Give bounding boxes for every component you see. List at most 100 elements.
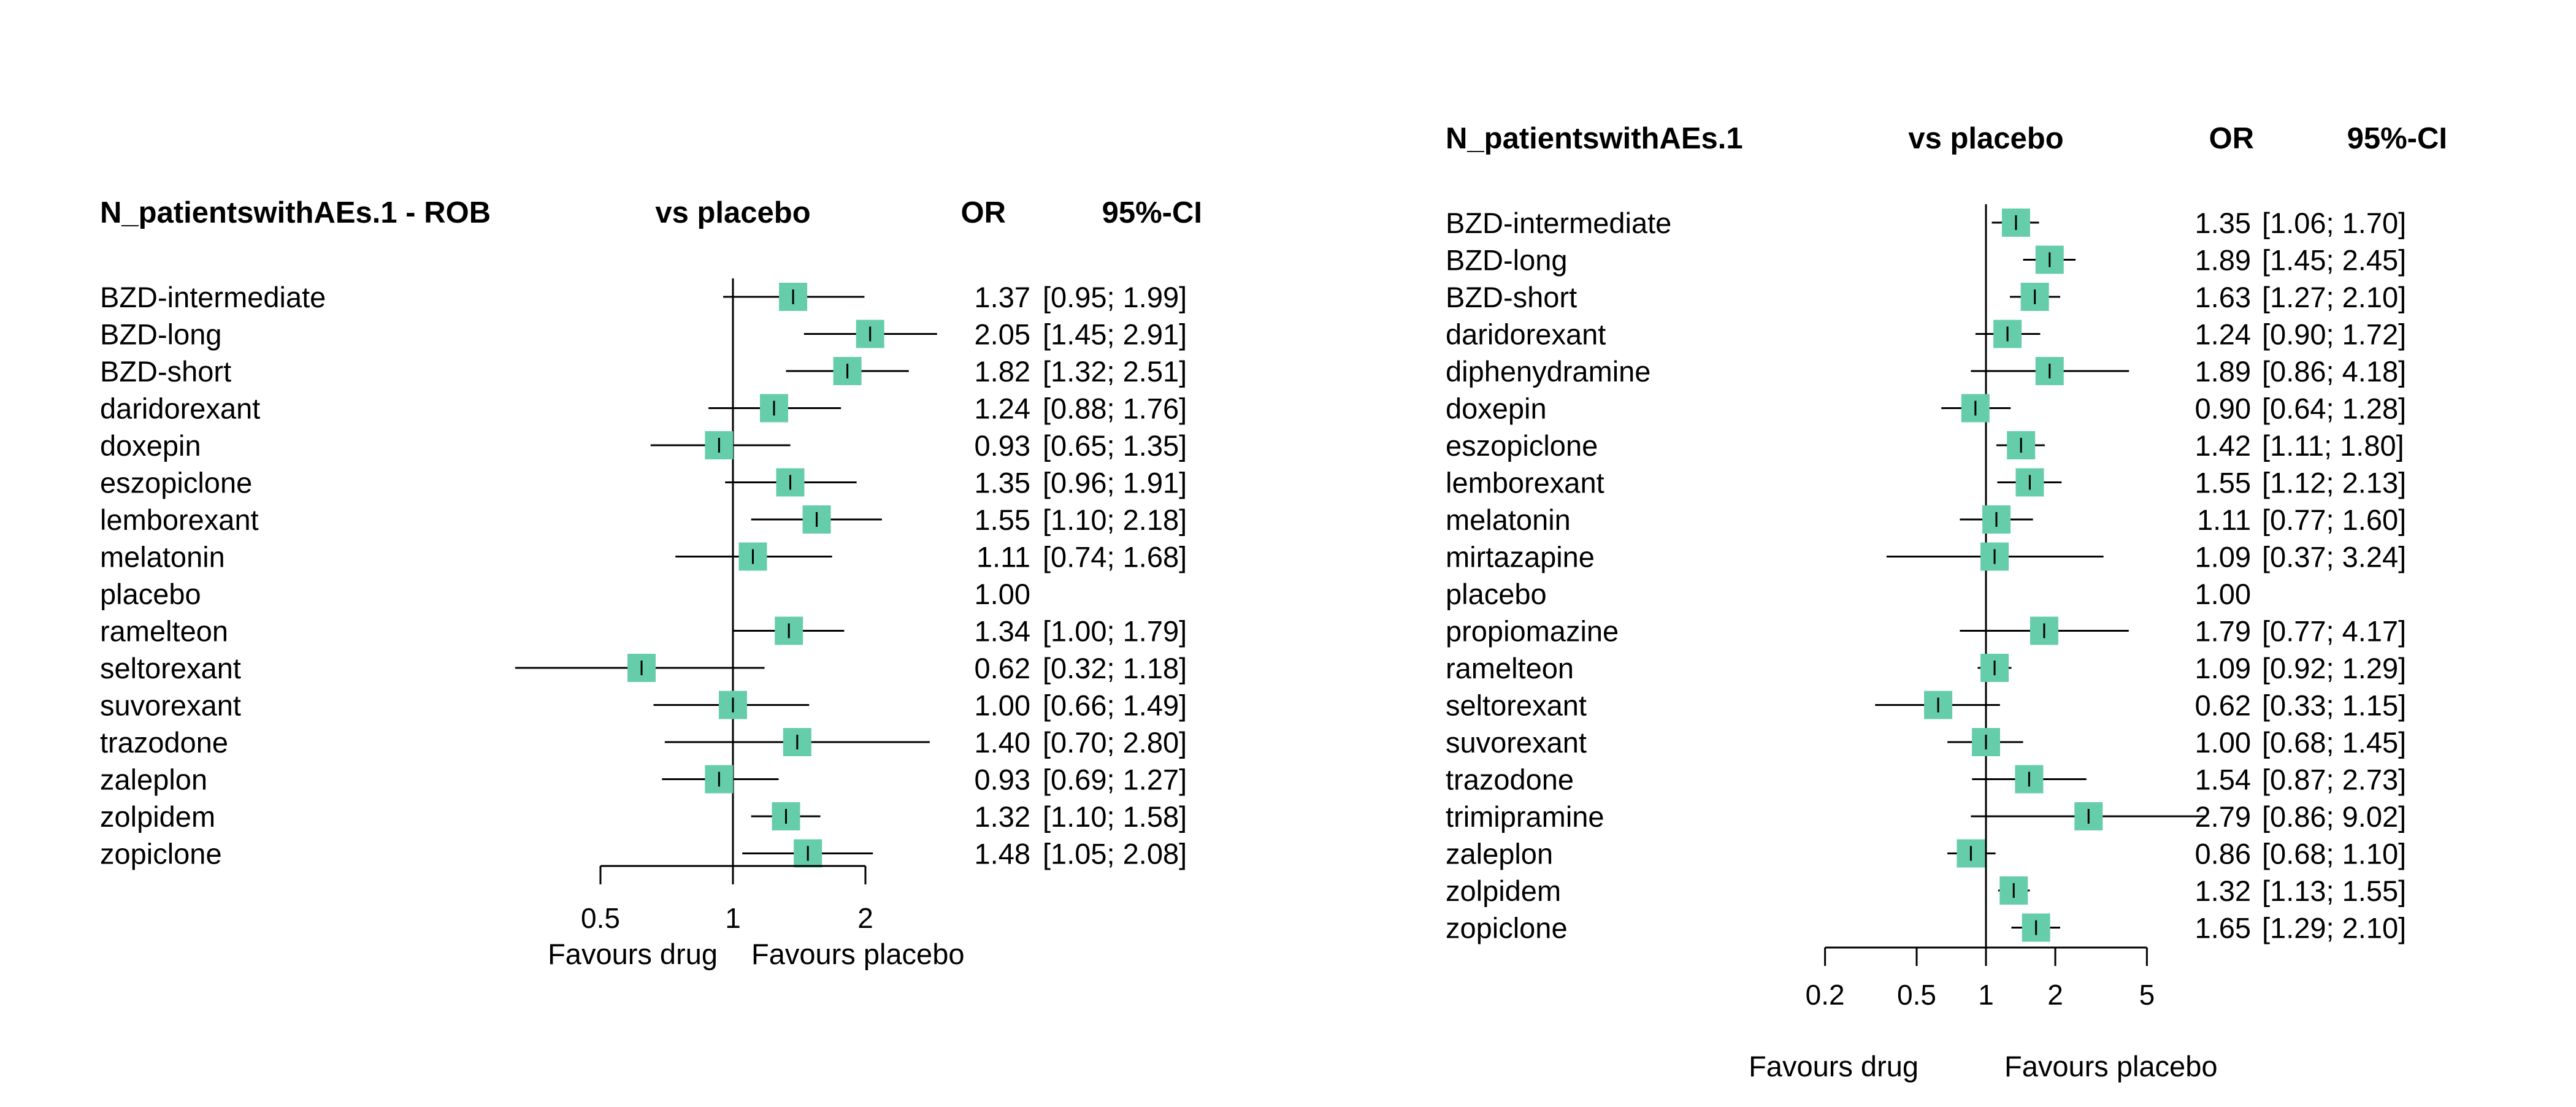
panel1-row-or: 1.40 bbox=[975, 726, 1030, 759]
panel1-row-label: BZD-short bbox=[100, 355, 231, 388]
panel1-row-label: daridorexant bbox=[100, 393, 260, 425]
panel2-row-ci: [0.68; 1.45] bbox=[2262, 726, 2406, 759]
panel1-row-ci: [1.10; 1.58] bbox=[1043, 800, 1187, 833]
panel2-row-ci: [1.12; 2.13] bbox=[2262, 467, 2406, 499]
panel1-favours-drug: Favours drug bbox=[548, 938, 718, 970]
panel1-row-ci: [0.88; 1.76] bbox=[1043, 393, 1187, 425]
panel2-row-label: BZD-intermediate bbox=[1446, 207, 1671, 239]
panel2-row-or: 1.89 bbox=[2195, 244, 2251, 277]
panel1-row-label: eszopiclone bbox=[100, 467, 252, 499]
panel1-row-or: 1.00 bbox=[975, 689, 1030, 722]
panel1-header-title: N_patientswithAEs.1 - ROB bbox=[100, 196, 491, 229]
panel1-row-ci: [0.32; 1.18] bbox=[1043, 652, 1187, 684]
panel2-row-label: diphenydramine bbox=[1446, 355, 1650, 388]
panel2-header-effect: vs placebo bbox=[1908, 122, 2063, 155]
panel2-row-label: zaleplon bbox=[1446, 838, 1553, 870]
panel1-row-or: 0.62 bbox=[975, 652, 1030, 684]
panel2-row-or: 1.55 bbox=[2195, 467, 2251, 499]
panel1-row-or: 2.05 bbox=[975, 318, 1030, 351]
panel1-row-or: 1.82 bbox=[975, 355, 1030, 388]
panel1-row-label: trazodone bbox=[100, 726, 228, 759]
panel1-row-ci: [0.74; 1.68] bbox=[1043, 541, 1187, 573]
panel1-row-ci: [1.00; 1.79] bbox=[1043, 615, 1187, 648]
panel2-row-label: lemborexant bbox=[1446, 467, 1604, 499]
panel1-x-tick-label: 0.5 bbox=[581, 902, 620, 934]
panel1-row-or: 0.93 bbox=[975, 764, 1030, 796]
panel2-x-tick-label: 1 bbox=[1978, 979, 1994, 1011]
panel1-row-label: seltorexant bbox=[100, 652, 241, 684]
panel2-row-label: mirtazapine bbox=[1446, 541, 1595, 573]
panel1-row-label: BZD-intermediate bbox=[100, 281, 326, 313]
panel1-row-label: zopiclone bbox=[100, 838, 222, 870]
panel2-row-label: BZD-short bbox=[1446, 281, 1577, 313]
panel2-row-or: 1.65 bbox=[2195, 912, 2251, 944]
panel2-row-ci: [1.29; 2.10] bbox=[2262, 912, 2406, 944]
panel1-favours-placebo: Favours placebo bbox=[751, 938, 964, 970]
panel2-row-label: trimipramine bbox=[1446, 800, 1604, 833]
panel2-row-label: seltorexant bbox=[1446, 689, 1587, 722]
panel2-row-ci: [0.92; 1.29] bbox=[2262, 652, 2406, 684]
panel1-row-or: 1.11 bbox=[976, 541, 1030, 573]
panel1-row-label: zolpidem bbox=[100, 800, 215, 833]
panel1-row-ci: [1.10; 2.18] bbox=[1043, 504, 1187, 536]
panel1-row-ci: [1.45; 2.91] bbox=[1043, 318, 1187, 351]
panel2-row-or: 1.00 bbox=[2195, 578, 2251, 610]
panel1-row-ci: [1.32; 2.51] bbox=[1043, 355, 1187, 388]
panel2-row-ci: [1.11; 1.80] bbox=[2262, 429, 2404, 462]
panel1-row-or: 1.35 bbox=[975, 467, 1030, 499]
panel2-row-or: 1.63 bbox=[2195, 281, 2251, 313]
panel2-header-title: N_patientswithAEs.1 bbox=[1446, 122, 1743, 155]
panel1-row-or: 1.37 bbox=[975, 281, 1030, 313]
panel1-row-ci: [0.95; 1.99] bbox=[1043, 281, 1187, 313]
panel2-row-ci: [0.77; 4.17] bbox=[2262, 615, 2406, 648]
panel1-row-or: 1.48 bbox=[975, 838, 1030, 870]
panel2-row-label: eszopiclone bbox=[1446, 429, 1598, 462]
panel2-row-ci: [0.37; 3.24] bbox=[2262, 541, 2406, 573]
panel2-row-ci: [0.77; 1.60] bbox=[2262, 504, 2406, 536]
panel2-row-ci: [0.64; 1.28] bbox=[2262, 393, 2406, 425]
panel2-row-ci: [0.87; 2.73] bbox=[2262, 764, 2406, 796]
panel2-row-ci: [0.68; 1.10] bbox=[2262, 838, 2406, 870]
panel2-row-label: doxepin bbox=[1446, 393, 1547, 425]
panel2-favours-placebo: Favours placebo bbox=[2004, 1050, 2217, 1082]
panel2-row-or: 1.11 bbox=[2197, 504, 2251, 536]
panel2-favours-drug: Favours drug bbox=[1749, 1050, 1919, 1082]
panel2-row-or: 0.62 bbox=[2195, 689, 2251, 722]
panel1-row-label: BZD-long bbox=[100, 318, 222, 351]
panel2-x-tick-label: 0.2 bbox=[1806, 979, 1845, 1011]
panel2-row-ci: [1.27; 2.10] bbox=[2262, 281, 2406, 313]
panel1-header-ci: 95%-CI bbox=[1102, 196, 1202, 229]
panel1-row-label: placebo bbox=[100, 578, 201, 610]
panel2-row-or: 1.09 bbox=[2195, 541, 2251, 573]
panel2-header-ci: 95%-CI bbox=[2347, 122, 2447, 155]
panel1-row-or: 1.34 bbox=[975, 615, 1030, 648]
panel2-row-label: zopiclone bbox=[1446, 912, 1568, 944]
panel2-row-or: 1.35 bbox=[2195, 207, 2251, 239]
panel1-row-ci: [0.69; 1.27] bbox=[1043, 764, 1187, 796]
panel2-row-label: melatonin bbox=[1446, 504, 1571, 536]
panel2-row-or: 1.24 bbox=[2195, 318, 2251, 351]
panel1-row-or: 0.93 bbox=[975, 429, 1030, 462]
panel2-x-tick-label: 5 bbox=[2139, 979, 2155, 1011]
panel1-row-or: 1.00 bbox=[975, 578, 1030, 610]
panel2-row-label: placebo bbox=[1446, 578, 1547, 610]
panel2-row-ci: [1.13; 1.55] bbox=[2262, 875, 2406, 907]
panel2-row-label: ramelteon bbox=[1446, 652, 1574, 684]
panel1-header-or: OR bbox=[961, 196, 1006, 229]
panel2-header-or: OR bbox=[2209, 122, 2255, 155]
panel2-row-ci: [0.86; 9.02] bbox=[2262, 800, 2406, 833]
panel2-row-label: propiomazine bbox=[1446, 615, 1619, 648]
panel1-x-tick-label: 2 bbox=[857, 902, 873, 934]
panel2-row-label: trazodone bbox=[1446, 764, 1574, 796]
panel2-row-or: 1.42 bbox=[2195, 429, 2251, 462]
panel2-row-ci: [0.33; 1.15] bbox=[2262, 689, 2406, 722]
panel1-row-or: 1.32 bbox=[975, 800, 1030, 833]
panel2-row-label: BZD-long bbox=[1446, 244, 1568, 277]
panel1-row-or: 1.55 bbox=[975, 504, 1030, 536]
panel2-row-or: 0.90 bbox=[2195, 393, 2251, 425]
panel1-row-label: melatonin bbox=[100, 541, 225, 573]
panel2-row-label: zolpidem bbox=[1446, 875, 1561, 907]
panel1-row-ci: [0.96; 1.91] bbox=[1043, 467, 1187, 499]
